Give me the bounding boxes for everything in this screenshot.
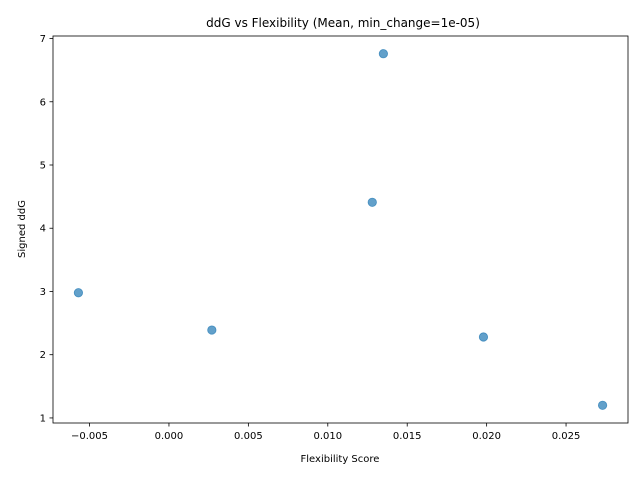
- data-point: [378, 49, 388, 59]
- data-point: [478, 332, 489, 342]
- y-tick-label: 4: [40, 224, 46, 235]
- chart-title: ddG vs Flexibility (Mean, min_change=1e-…: [206, 16, 480, 30]
- y-axis-ticks: 1 2 3 4 5 6 7: [40, 34, 53, 424]
- x-tick-label: 0.005: [234, 431, 263, 442]
- x-tick-label: 0.010: [313, 431, 342, 442]
- data-point: [73, 288, 84, 298]
- y-tick-label: 3: [40, 287, 46, 298]
- data-point: [367, 197, 377, 207]
- x-axis-ticks: −0.005 0.000 0.005 0.010 0.015 0.020 0.025: [71, 423, 580, 442]
- data-point: [597, 400, 608, 410]
- plot-area: −0.005 0.000 0.005 0.010 0.015 0.020 0.025 1 2 3…: [40, 34, 629, 442]
- y-tick-label: 2: [40, 350, 46, 361]
- y-tick-label: 1: [40, 413, 46, 424]
- x-tick-label: 0.020: [472, 431, 501, 442]
- y-tick-label: 6: [40, 97, 46, 108]
- y-axis-label: Signed ddG: [17, 200, 28, 258]
- x-tick-label: 0.015: [393, 431, 422, 442]
- data-point: [207, 325, 217, 335]
- y-tick-label: 7: [40, 34, 46, 45]
- y-tick-label: 5: [40, 161, 46, 172]
- x-tick-label: 0.000: [155, 431, 184, 442]
- x-tick-label: 0.025: [552, 431, 581, 442]
- x-axis-label: Flexibility Score: [301, 454, 380, 465]
- plot-frame: [52, 35, 629, 424]
- data-points: [73, 49, 608, 410]
- x-tick-label: −0.005: [71, 431, 108, 442]
